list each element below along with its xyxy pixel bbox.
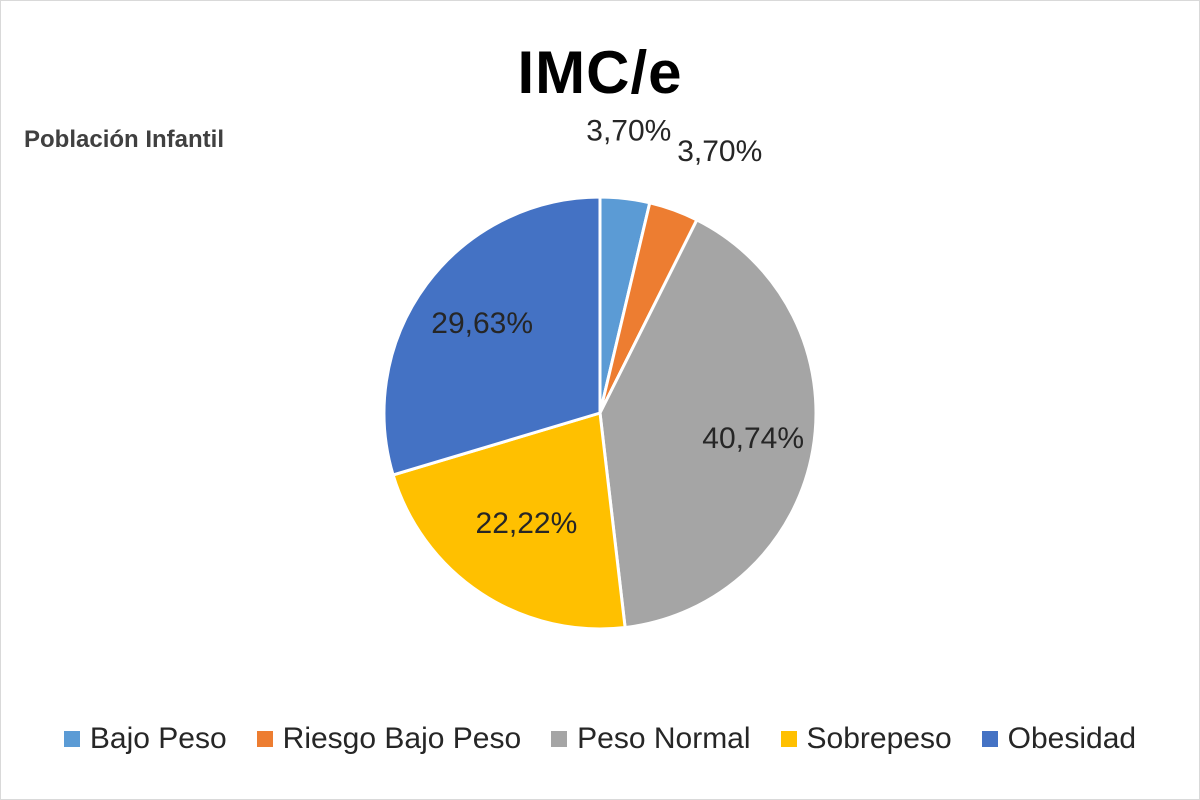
- legend-label: Peso Normal: [577, 722, 751, 755]
- legend-swatch: [981, 731, 998, 747]
- chart-title: IMC/e: [517, 39, 683, 106]
- legend-item-sobrepeso: Sobrepeso: [780, 722, 952, 756]
- legend-swatch: [551, 731, 568, 747]
- legend-item-bajo-peso: Bajo Peso: [63, 722, 227, 756]
- legend-label: Bajo Peso: [89, 722, 227, 755]
- data-label-bajo-peso: 3,70%: [586, 114, 671, 147]
- legend-swatch: [256, 731, 273, 747]
- data-label-riesgo-bajo-peso: 3,70%: [677, 135, 762, 168]
- data-label-obesidad: 29,63%: [431, 307, 533, 340]
- legend-swatch: [780, 731, 797, 747]
- legend: Bajo Peso Riesgo Bajo Peso Peso Normal S…: [0, 722, 1200, 756]
- pie-slice-sobrepeso: [391, 411, 627, 631]
- chart-subtitle: Población Infantil: [24, 126, 225, 153]
- pie-slice-obesidad: [382, 195, 602, 477]
- legend-label: Sobrepeso: [806, 722, 952, 755]
- legend-label: Riesgo Bajo Peso: [282, 722, 522, 755]
- pie-slice-peso-normal: [598, 217, 818, 630]
- data-label-peso-normal: 40,74%: [702, 422, 804, 455]
- legend-item-peso-normal: Peso Normal: [551, 722, 751, 756]
- data-label-sobrepeso: 22,22%: [476, 507, 578, 540]
- legend-label: Obesidad: [1007, 722, 1137, 755]
- legend-item-riesgo-bajo-peso: Riesgo Bajo Peso: [256, 722, 522, 756]
- legend-swatch: [63, 731, 80, 747]
- legend-item-obesidad: Obesidad: [981, 722, 1137, 756]
